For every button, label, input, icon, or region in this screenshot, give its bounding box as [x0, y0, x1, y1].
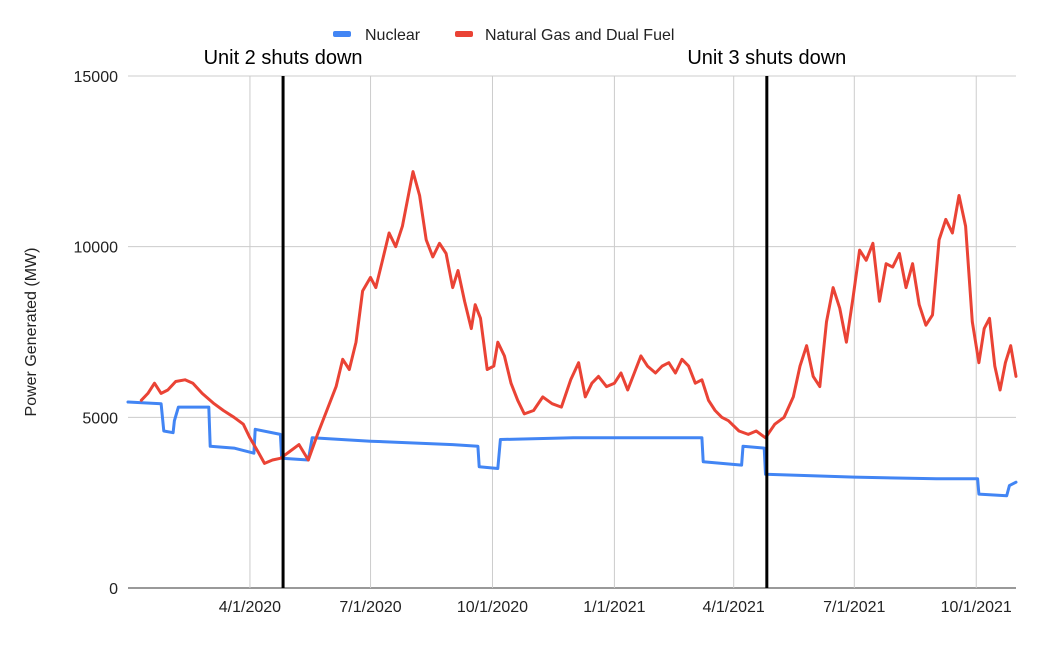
y-tick-label: 10000 [74, 240, 119, 257]
series-lines [126, 170, 1018, 498]
x-tick-label: 1/1/2021 [583, 599, 645, 616]
annotation-label-0: Unit 2 shuts down [204, 47, 363, 69]
y-axis-label: Power Generated (MW) [23, 248, 40, 417]
annotations: Unit 2 shuts down Unit 3 shuts down [204, 47, 846, 588]
series-line-0 [126, 400, 1018, 498]
x-tick-label: 10/1/2020 [457, 599, 528, 616]
x-tick-label: 7/1/2020 [339, 599, 401, 616]
series-line-1 [139, 170, 1018, 465]
x-tick-label: 10/1/2021 [941, 599, 1012, 616]
y-tick-label: 15000 [74, 69, 119, 86]
legend-swatch-natural-gas [455, 31, 473, 37]
tick-labels: 0 5000 10000 15000 4/1/2020 7/1/2020 10/1/2020… [74, 69, 1012, 616]
legend-label-natural-gas: Natural Gas and Dual Fuel [485, 27, 674, 44]
x-tick-label: 4/1/2020 [219, 599, 281, 616]
annotation-label-1: Unit 3 shuts down [687, 47, 846, 69]
x-tick-label: 7/1/2021 [823, 599, 885, 616]
y-tick-label: 0 [109, 581, 118, 598]
gridlines [128, 75, 1016, 589]
legend-swatch-nuclear [333, 31, 351, 37]
legend-label-nuclear: Nuclear [365, 27, 421, 44]
x-tick-label: 4/1/2021 [703, 599, 765, 616]
legend: Nuclear Natural Gas and Dual Fuel [333, 27, 674, 44]
y-tick-label: 5000 [82, 410, 118, 427]
